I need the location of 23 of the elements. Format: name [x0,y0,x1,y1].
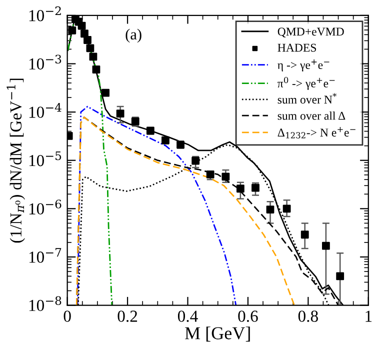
x-tick-label: 1 [366,310,372,322]
legend-label: π$^{0}$ -> γe$^{+}$e$^{−}$ [278,76,335,90]
y-tick-label: 10$^{−5}$ [29,151,62,166]
x-tick-label: 0.6 [238,310,258,322]
legend-label: Δ$_{1232}$-> N e$^{+}$e$^{−}$ [278,126,356,138]
legend-label: QMD+eVMD [278,28,344,38]
y-tick-label: 10$^{−8}$ [29,296,62,312]
y-tick-label: 10$^{−6}$ [29,200,62,214]
y-axis-title: (1/N$_{π⁰}$) dN/dM [GeV$^{−1}$] [6,78,25,243]
y-tick-label: 10$^{−7}$ [29,248,62,263]
x-tick-label: 0.8 [298,310,318,322]
x-tick-label: 0.4 [178,310,198,322]
legend-label: sum over all Δ [278,111,346,120]
y-tick-label: 10$^{−4}$ [29,102,62,118]
x-tick-label: 0.2 [118,310,138,322]
x-tick-label: 0 [64,310,71,322]
legend-label: η -> γe$^{+}$e$^{−}$ [278,59,330,72]
annotation: (a) [126,28,142,43]
y-tick-label: 10$^{−3}$ [29,54,62,70]
legend-label: sum over N$^{*}$ [278,93,337,104]
x-axis-title: M [GeV] [185,326,250,342]
y-tick-label: 10$^{−2}$ [29,6,61,22]
legend-label: HADES [278,44,316,52]
